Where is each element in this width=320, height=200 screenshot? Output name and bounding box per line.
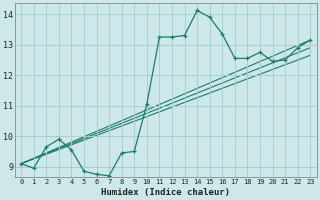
X-axis label: Humidex (Indice chaleur): Humidex (Indice chaleur) (101, 188, 230, 197)
